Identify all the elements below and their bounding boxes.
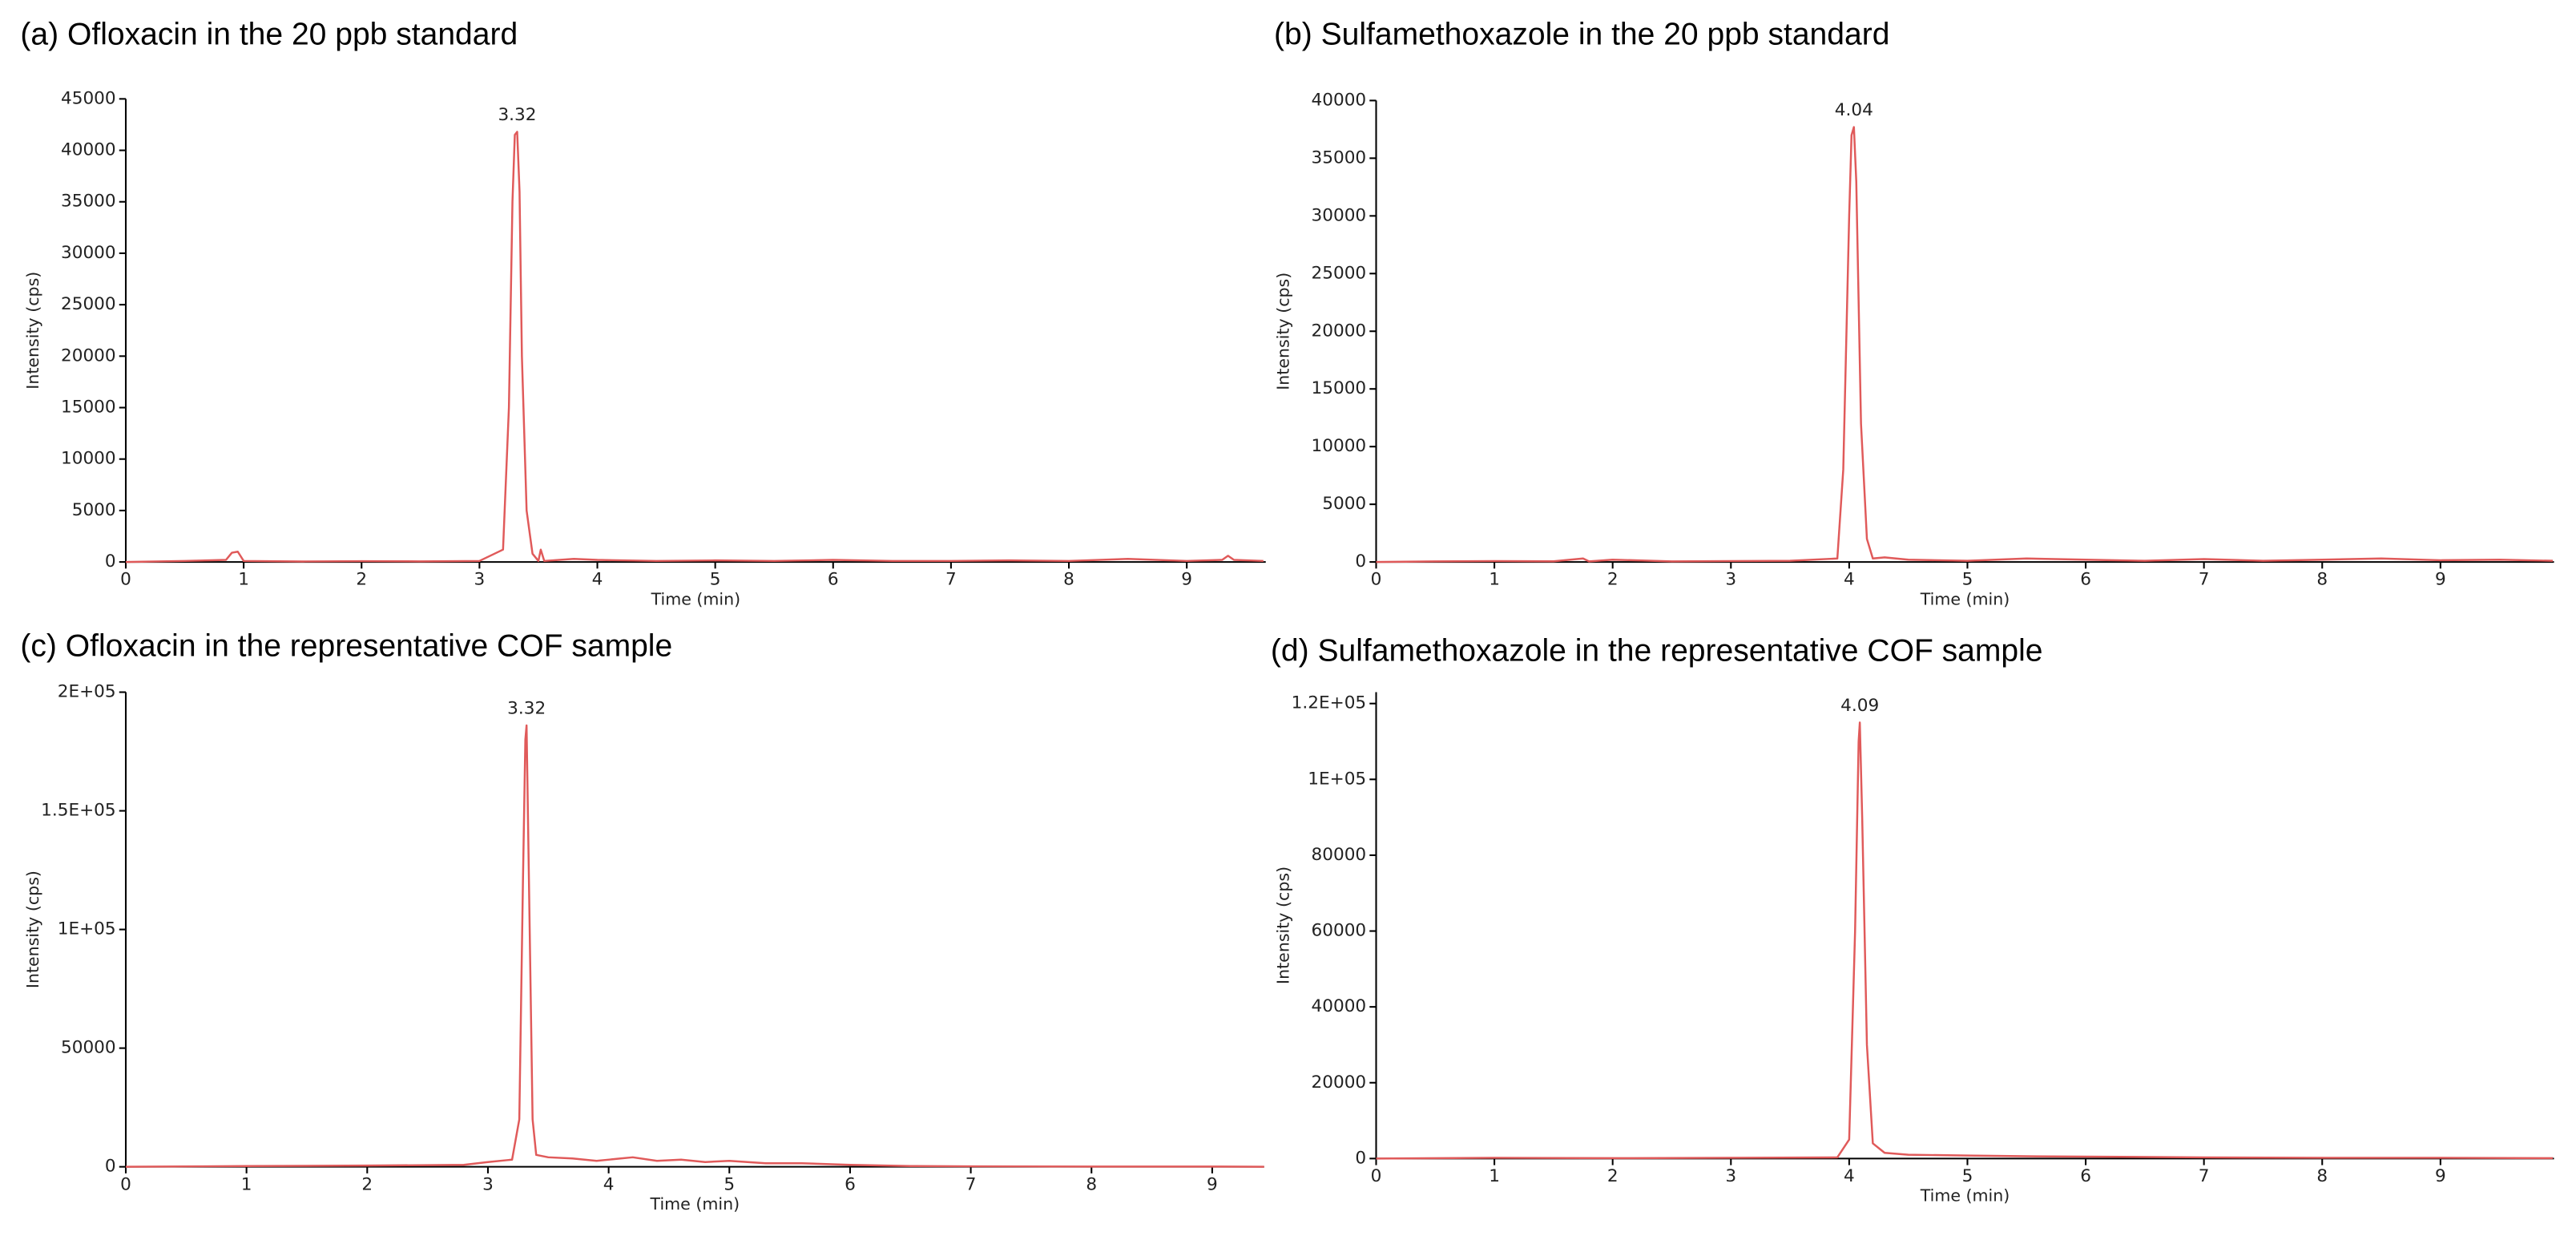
x-tick-label: 7 <box>965 1174 977 1194</box>
y-tick-label: 30000 <box>61 243 116 263</box>
y-tick-label: 20000 <box>1312 1072 1367 1093</box>
x-tick-label: 8 <box>2316 1166 2328 1186</box>
y-tick-label: 20000 <box>1312 321 1367 341</box>
x-axis-label: Time (min) <box>651 589 741 608</box>
x-tick-label: 3 <box>1725 570 1736 590</box>
y-tick-label: 45000 <box>61 88 116 108</box>
y-tick-label: 20000 <box>61 345 116 366</box>
y-tick-label: 25000 <box>61 294 116 314</box>
x-tick-label: 6 <box>845 1174 856 1194</box>
x-tick-label: 2 <box>1607 1166 1619 1186</box>
x-tick-label: 1 <box>1489 1166 1500 1186</box>
x-tick-label: 0 <box>120 570 131 590</box>
x-tick-label: 5 <box>724 1174 735 1194</box>
series-line <box>1376 126 2554 563</box>
x-tick-label: 1 <box>1489 570 1500 590</box>
chart-title: (b) Sulfamethoxazole in the 20 ppb stand… <box>1274 18 1889 52</box>
x-tick-label: 6 <box>2080 570 2091 590</box>
x-tick-label: 0 <box>120 1174 131 1194</box>
y-tick-label: 1E+05 <box>58 919 116 939</box>
y-tick-label: 60000 <box>1312 921 1367 941</box>
x-tick-label: 4 <box>592 570 603 590</box>
x-tick-label: 7 <box>945 570 957 590</box>
series-line <box>125 724 1264 1168</box>
peak-label: 4.09 <box>1840 696 1879 716</box>
x-axis-label: Time (min) <box>1920 1186 2010 1206</box>
y-tick-label: 35000 <box>61 192 116 212</box>
y-tick-label: 1.5E+05 <box>41 801 116 821</box>
y-tick-label: 0 <box>105 551 116 572</box>
x-tick-label: 0 <box>1371 1166 1382 1186</box>
x-axis-label: Time (min) <box>1920 589 2010 608</box>
y-axis-label: Intensity (cps) <box>23 272 42 390</box>
x-tick-label: 6 <box>828 570 839 590</box>
y-tick-label: 80000 <box>1312 845 1367 865</box>
x-tick-label: 1 <box>238 570 249 590</box>
y-tick-label: 10000 <box>1312 436 1367 456</box>
chart-title: (a) Ofloxacin in the 20 ppb standard <box>20 18 518 52</box>
y-tick-label: 10000 <box>61 449 116 469</box>
x-tick-label: 8 <box>1063 570 1074 590</box>
x-tick-label: 3 <box>474 570 486 590</box>
y-tick-label: 0 <box>105 1157 116 1177</box>
x-tick-label: 4 <box>1844 570 1855 590</box>
y-tick-label: 2E+05 <box>58 682 116 702</box>
y-tick-label: 15000 <box>1312 378 1367 398</box>
y-tick-label: 15000 <box>61 398 116 418</box>
y-tick-label: 25000 <box>1312 263 1367 283</box>
x-tick-label: 5 <box>1962 570 1973 590</box>
y-axis-label: Intensity (cps) <box>23 870 42 988</box>
x-tick-label: 2 <box>356 570 367 590</box>
x-tick-label: 3 <box>482 1174 494 1194</box>
x-tick-label: 2 <box>1607 570 1619 590</box>
y-tick-label: 1E+05 <box>1308 769 1366 789</box>
y-tick-label: 50000 <box>61 1038 116 1058</box>
y-axis-label: Intensity (cps) <box>1273 866 1292 984</box>
chart-title: (d) Sulfamethoxazole in the representati… <box>1271 633 2043 668</box>
series-line <box>1376 721 2554 1160</box>
y-tick-label: 0 <box>1355 551 1366 572</box>
x-tick-label: 5 <box>710 570 721 590</box>
x-tick-label: 9 <box>2435 570 2446 590</box>
x-tick-label: 0 <box>1371 570 1382 590</box>
peak-label: 3.32 <box>507 698 546 718</box>
x-axis-label: Time (min) <box>650 1194 740 1214</box>
series-line <box>125 131 1264 563</box>
x-tick-label: 8 <box>1086 1174 1097 1194</box>
x-tick-label: 7 <box>2199 1166 2210 1186</box>
y-tick-label: 40000 <box>1312 996 1367 1016</box>
chart-title: (c) Ofloxacin in the representative COF … <box>20 628 672 663</box>
y-tick-label: 1.2E+05 <box>1292 693 1367 713</box>
y-tick-label: 5000 <box>1322 494 1366 514</box>
x-tick-label: 4 <box>1844 1166 1855 1186</box>
y-tick-label: 40000 <box>61 140 116 160</box>
y-tick-label: 0 <box>1355 1148 1366 1168</box>
x-tick-label: 4 <box>603 1174 615 1194</box>
x-tick-label: 7 <box>2199 570 2210 590</box>
x-tick-label: 5 <box>1962 1166 1973 1186</box>
x-tick-label: 9 <box>1207 1174 1218 1194</box>
y-tick-label: 5000 <box>72 500 116 520</box>
x-tick-label: 9 <box>1181 570 1192 590</box>
y-tick-label: 35000 <box>1312 147 1367 168</box>
y-tick-label: 40000 <box>1312 90 1367 110</box>
x-tick-label: 9 <box>2435 1166 2446 1186</box>
x-tick-label: 1 <box>241 1174 252 1194</box>
x-tick-label: 6 <box>2080 1166 2091 1186</box>
x-tick-label: 3 <box>1725 1166 1736 1186</box>
peak-label: 4.04 <box>1835 100 1873 120</box>
x-tick-label: 8 <box>2316 570 2328 590</box>
x-tick-label: 2 <box>361 1174 373 1194</box>
y-tick-label: 30000 <box>1312 205 1367 225</box>
peak-label: 3.32 <box>498 105 536 125</box>
y-axis-label: Intensity (cps) <box>1273 273 1292 390</box>
